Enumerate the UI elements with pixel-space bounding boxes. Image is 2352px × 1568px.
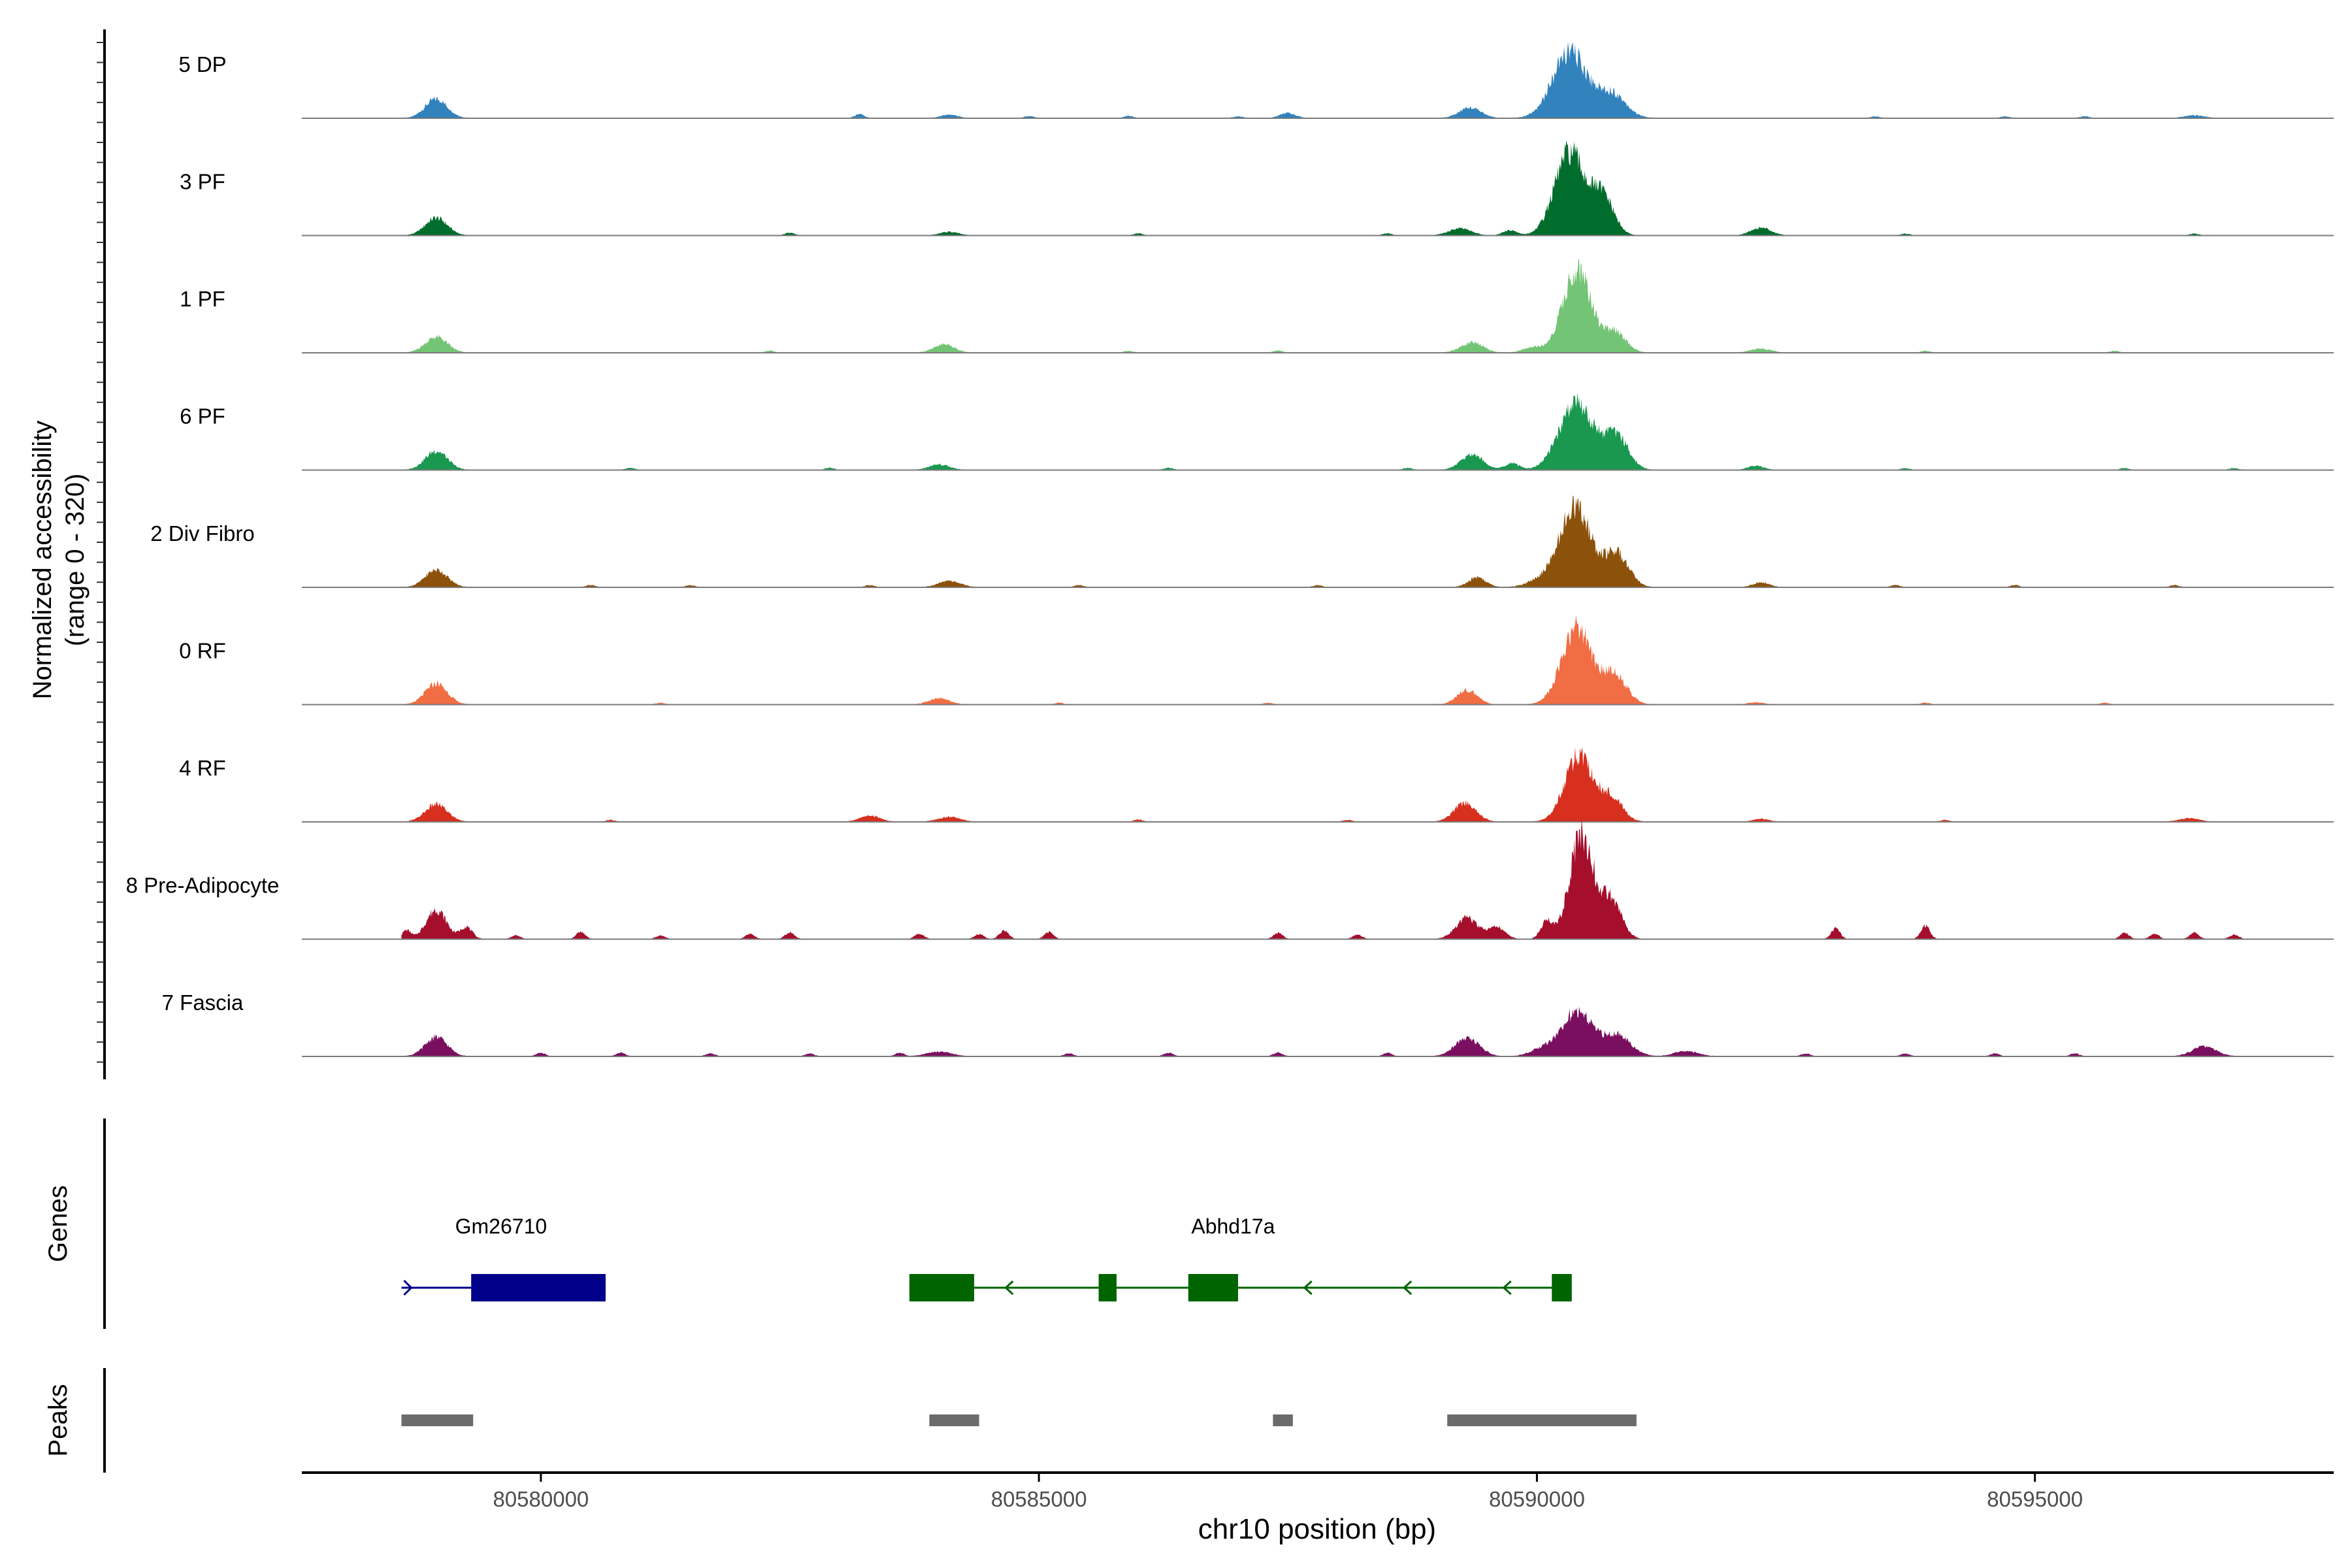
- peak-region: [929, 1414, 979, 1426]
- track-label: 0 RF: [179, 639, 226, 663]
- track-4-rf: [302, 747, 2334, 823]
- gene-exon: [1188, 1274, 1239, 1301]
- track-2-div-fibro: [302, 495, 2334, 588]
- gene-abhd17a: Abhd17a: [909, 1215, 1572, 1301]
- accessibility-axis: [97, 29, 106, 1079]
- genes-label: Genes: [44, 1185, 73, 1262]
- peak-region: [1447, 1414, 1637, 1426]
- coverage-area: [401, 747, 2254, 822]
- x-tick-label: 80590000: [1489, 1487, 1585, 1511]
- gene-exon: [1552, 1274, 1572, 1301]
- x-tick-label: 80580000: [493, 1487, 589, 1511]
- x-axis-label: chr10 position (bp): [1198, 1513, 1436, 1545]
- coverage-area: [401, 42, 2254, 118]
- coverage-area: [401, 259, 2254, 353]
- gene-exon: [471, 1274, 606, 1301]
- track-7-fascia: [302, 1006, 2334, 1057]
- track-label: 5 DP: [178, 52, 226, 76]
- x-tick-label: 80595000: [1987, 1487, 2083, 1511]
- gene-exon: [1098, 1274, 1117, 1301]
- track-8-pre-adipocyte: [302, 817, 2334, 940]
- gene-exon: [909, 1274, 975, 1301]
- coverage-area: [401, 817, 2254, 939]
- x-tick-label: 80585000: [991, 1487, 1087, 1511]
- peak-region: [1273, 1414, 1293, 1426]
- track-6-pf: [302, 392, 2334, 471]
- peak-region: [401, 1414, 474, 1426]
- coverage-area: [401, 140, 2254, 236]
- track-3-pf: [302, 140, 2334, 237]
- track-0-rf: [302, 615, 2334, 706]
- peaks-label: Peaks: [44, 1384, 73, 1456]
- strand-arrow: [403, 1279, 413, 1296]
- y-axis-label-line1: Normalized accessibility: [28, 421, 57, 700]
- track-label: 3 PF: [180, 170, 225, 194]
- track-5-dp: [302, 42, 2334, 119]
- track-label: 1 PF: [180, 287, 225, 311]
- track-labels: 5 DP 3 PF 1 PF 6 PF 2 Div Fibro 0 RF 4 RF 8 Pre…: [126, 52, 280, 1015]
- x-axis: 80580000 80585000 80590000 80595000: [302, 1471, 2334, 1511]
- strand-arrow: [1402, 1280, 1413, 1296]
- coverage-area: [401, 392, 2254, 470]
- track-label: 7 Fascia: [162, 990, 244, 1015]
- track-label: 2 Div Fibro: [150, 521, 255, 546]
- peaks-track: Peaks: [44, 1368, 1637, 1473]
- y-axis-label-line2: (range 0 - 320): [61, 474, 90, 647]
- strand-arrow: [1303, 1280, 1313, 1296]
- gene-name: Abhd17a: [1191, 1215, 1275, 1238]
- track-label: 8 Pre-Adipocyte: [126, 874, 280, 898]
- strand-arrow: [1004, 1280, 1014, 1296]
- coverage-tracks: [302, 42, 2334, 1057]
- track-label: 6 PF: [180, 404, 225, 429]
- track-label: 4 RF: [179, 756, 226, 780]
- coverage-area: [401, 495, 2254, 587]
- gene-gm26710: Gm26710: [401, 1215, 606, 1301]
- coverage-area: [401, 1006, 2254, 1056]
- genes-track: Genes Gm26710 Abhd17a: [44, 1119, 1572, 1329]
- track-1-pf: [302, 259, 2334, 353]
- coverage-area: [401, 615, 2254, 705]
- gene-name: Gm26710: [455, 1215, 547, 1238]
- strand-arrow: [1502, 1280, 1512, 1296]
